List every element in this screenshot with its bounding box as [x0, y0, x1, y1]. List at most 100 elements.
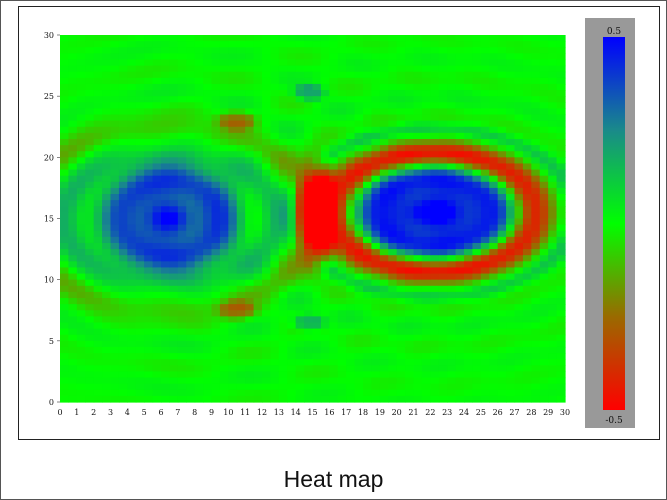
- heatmap-cell: [312, 59, 322, 67]
- heatmap-cell: [405, 35, 415, 42]
- heatmap-cell: [152, 212, 162, 220]
- heatmap-cell: [514, 108, 524, 116]
- heatmap-cell: [177, 304, 187, 311]
- heatmap-cell: [219, 120, 229, 128]
- heatmap-cell: [337, 328, 347, 336]
- heatmap-cell: [287, 212, 297, 220]
- heatmap-cell: [262, 47, 272, 54]
- heatmap-cell: [219, 35, 229, 42]
- heatmap-cell: [354, 90, 364, 97]
- heatmap-cell: [118, 59, 128, 67]
- heatmap-cell: [253, 218, 263, 226]
- heatmap-cell: [93, 310, 103, 317]
- heatmap-cell: [379, 353, 389, 360]
- heatmap-cell: [169, 218, 179, 226]
- heatmap-cell: [489, 291, 499, 299]
- x-tick-label: 5: [142, 408, 147, 417]
- heatmap-cell: [346, 316, 356, 324]
- heatmap-cell: [262, 71, 272, 79]
- heatmap-cell: [480, 169, 490, 177]
- heatmap-cell: [60, 108, 70, 116]
- heatmap-cell: [85, 96, 95, 103]
- heatmap-cell: [396, 230, 406, 238]
- heatmap-cell: [127, 175, 137, 183]
- heatmap-cell: [354, 59, 364, 67]
- heatmap-cell: [228, 151, 238, 158]
- heatmap-cell: [522, 102, 532, 109]
- heatmap-cell: [219, 108, 229, 116]
- heatmap-cell: [522, 249, 532, 256]
- heatmap-cell: [489, 108, 499, 116]
- heatmap-cell: [262, 383, 272, 391]
- heatmap-cell: [539, 126, 549, 134]
- heatmap-cell: [312, 175, 322, 183]
- heatmap-cell: [135, 310, 145, 317]
- heatmap-cell: [135, 41, 145, 48]
- heatmap-cell: [548, 218, 558, 226]
- heatmap-cell: [489, 102, 499, 109]
- heatmap-cell: [346, 47, 356, 54]
- heatmap-cell: [118, 90, 128, 97]
- heatmap-cell: [236, 77, 246, 85]
- heatmap-cell: [396, 340, 406, 348]
- heatmap-cell: [295, 359, 305, 366]
- heatmap-cell: [312, 267, 322, 275]
- heatmap-cell: [135, 126, 145, 134]
- heatmap-cell: [177, 126, 187, 134]
- heatmap-cell: [186, 395, 196, 403]
- heatmap-cell: [85, 157, 95, 165]
- heatmap-cell: [152, 255, 162, 262]
- heatmap-cell: [337, 298, 347, 305]
- heatmap-cell: [337, 77, 347, 85]
- heatmap-cell: [135, 298, 145, 305]
- heatmap-cell: [60, 236, 70, 244]
- heatmap-cell: [270, 41, 280, 48]
- heatmap-cell: [236, 255, 246, 262]
- heatmap-cell: [295, 65, 305, 73]
- heatmap-cell: [489, 328, 499, 336]
- heatmap-cell: [194, 47, 204, 54]
- heatmap-cell: [472, 377, 482, 385]
- heatmap-cell: [363, 175, 373, 183]
- heatmap-cell: [514, 71, 524, 79]
- heatmap-cell: [211, 230, 221, 238]
- heatmap-cell: [464, 212, 474, 220]
- heatmap-cell: [447, 187, 457, 195]
- heatmap-cell: [228, 261, 238, 269]
- heatmap-cell: [278, 340, 288, 348]
- heatmap-cell: [539, 224, 549, 232]
- heatmap-cell: [135, 83, 145, 91]
- heatmap-cell: [236, 346, 246, 354]
- heatmap-cell: [522, 285, 532, 293]
- heatmap-cell: [304, 65, 314, 73]
- heatmap-cell: [161, 71, 171, 79]
- heatmap-cell: [219, 298, 229, 305]
- heatmap-cell: [110, 120, 120, 128]
- heatmap-cell: [262, 322, 272, 330]
- heatmap-cell: [405, 359, 415, 366]
- heatmap-cell: [102, 353, 112, 360]
- heatmap-cell: [93, 322, 103, 330]
- heatmap-cell: [102, 279, 112, 287]
- heatmap-cell: [320, 71, 330, 79]
- heatmap-cell: [60, 200, 70, 207]
- heatmap-cell: [211, 273, 221, 281]
- heatmap-cell: [472, 47, 482, 54]
- heatmap-cell: [447, 389, 457, 397]
- heatmap-cell: [262, 249, 272, 256]
- heatmap-cell: [514, 169, 524, 177]
- heatmap-cell: [354, 249, 364, 256]
- heatmap-cell: [497, 102, 507, 109]
- heatmap-cell: [287, 383, 297, 391]
- heatmap-cell: [203, 77, 213, 85]
- heatmap-cell: [245, 212, 255, 220]
- heatmap-cell: [169, 298, 179, 305]
- heatmap-cell: [144, 120, 154, 128]
- heatmap-cell: [354, 114, 364, 122]
- heatmap-cell: [177, 35, 187, 42]
- heatmap-cell: [522, 377, 532, 385]
- heatmap-cell: [455, 224, 465, 232]
- heatmap-cell: [497, 90, 507, 97]
- heatmap-cell: [236, 126, 246, 134]
- heatmap-cell: [472, 132, 482, 140]
